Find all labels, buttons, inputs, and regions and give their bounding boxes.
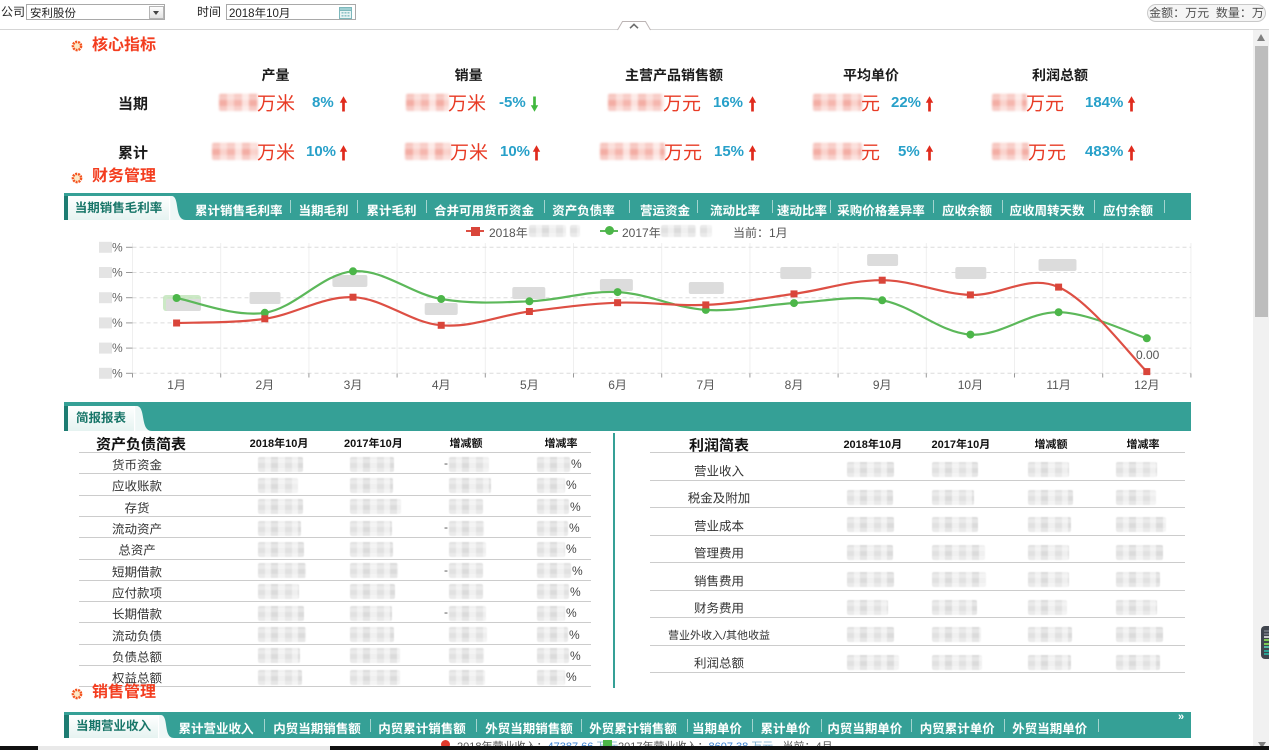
svg-text:%: %: [112, 266, 123, 280]
svg-text:5月: 5月: [520, 378, 539, 392]
svg-text:12月: 12月: [1134, 378, 1159, 392]
svg-text:3月: 3月: [344, 378, 363, 392]
svg-text:%: %: [112, 291, 123, 305]
svg-text:1月: 1月: [167, 378, 186, 392]
svg-text:10月: 10月: [958, 378, 983, 392]
svg-text:0.00: 0.00: [1136, 348, 1160, 362]
svg-text:7月: 7月: [696, 378, 715, 392]
svg-text:11月: 11月: [1046, 378, 1070, 392]
svg-text:%: %: [112, 366, 123, 380]
svg-text:%: %: [112, 341, 123, 355]
svg-text:8月: 8月: [785, 378, 804, 392]
svg-text:6月: 6月: [608, 378, 627, 392]
svg-text:9月: 9月: [873, 378, 892, 392]
svg-text:%: %: [112, 240, 123, 254]
svg-text:%: %: [112, 316, 123, 330]
svg-text:4月: 4月: [432, 378, 451, 392]
svg-text:2月: 2月: [255, 378, 274, 392]
